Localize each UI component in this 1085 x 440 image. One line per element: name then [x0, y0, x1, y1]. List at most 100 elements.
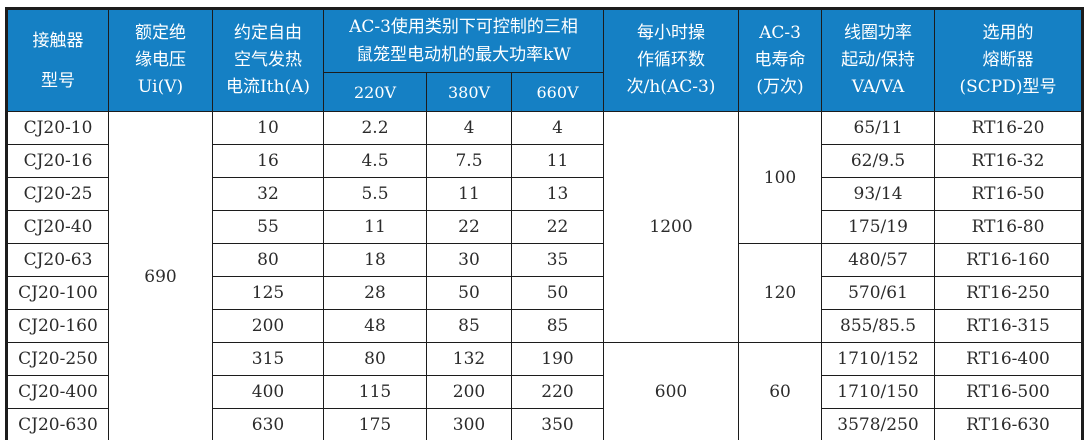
- cell-life-merged: 60: [738, 342, 823, 440]
- cell-life-merged: 120: [738, 243, 823, 343]
- cell-cycles-merged: 600: [603, 342, 740, 440]
- cell-coil-power: 480/57: [821, 243, 936, 277]
- cell-kw-660: 85: [510, 309, 605, 343]
- cell-kw-220: 5.5: [323, 177, 427, 211]
- cell-ith: 16: [212, 144, 324, 178]
- table-row: CJ20-100 125 28 50 50 570/61 RT16-250: [6, 276, 1084, 310]
- cell-kw-220: 28: [323, 276, 427, 310]
- cell-ith: 80: [212, 243, 324, 277]
- header-line: 作循环数: [637, 50, 706, 70]
- table-header: 接触器 型号 额定绝 缘电压 Ui(V) 约定自由 空气发热 电流Ith(A) …: [6, 8, 1084, 112]
- header-row-top: 接触器 型号 额定绝 缘电压 Ui(V) 约定自由 空气发热 电流Ith(A) …: [6, 8, 1084, 112]
- table-body: CJ20-10 690 10 2.2 4 4 1200 100 65/11 RT…: [6, 111, 1084, 440]
- cell-kw-220: 80: [323, 342, 427, 376]
- header-max-power-group: AC-3使用类别下可控制的三相 鼠笼型电动机的最大功率kW: [322, 8, 605, 73]
- cell-kw-660: 22: [510, 210, 605, 244]
- cell-kw-380: 50: [426, 276, 512, 310]
- cell-kw-220: 2.2: [323, 111, 427, 145]
- cell-coil-power: 1710/150: [821, 375, 936, 409]
- header-line: 起动/保持: [841, 50, 915, 70]
- cell-model: CJ20-400: [6, 375, 109, 409]
- header-voltage-660v: 660V: [510, 72, 605, 112]
- header-line: 约定自由: [234, 23, 302, 43]
- table-row: CJ20-16 16 4.5 7.5 11 62/9.5 RT16-32: [6, 144, 1084, 178]
- cell-fuse: RT16-400: [934, 342, 1084, 376]
- cell-kw-380: 132: [426, 342, 512, 376]
- cell-ith: 200: [212, 309, 324, 343]
- cell-coil-power: 62/9.5: [821, 144, 936, 178]
- cell-kw-660: 13: [510, 177, 605, 211]
- cell-fuse: RT16-50: [934, 177, 1084, 211]
- header-line: 鼠笼型电动机的最大功率kW: [356, 45, 571, 65]
- cell-ith: 32: [212, 177, 324, 211]
- table-row: CJ20-400 400 115 200 220 1710/150 RT16-5…: [6, 375, 1084, 409]
- cell-kw-380: 22: [426, 210, 512, 244]
- cell-fuse: RT16-630: [934, 408, 1084, 440]
- header-contactor-model: 接触器 型号: [6, 8, 109, 112]
- cell-ith: 315: [212, 342, 324, 376]
- cell-life-merged: 100: [738, 111, 823, 244]
- cell-model: CJ20-250: [6, 342, 109, 376]
- cell-coil-power: 3578/250: [821, 408, 936, 440]
- cell-coil-power: 1710/152: [821, 342, 936, 376]
- header-line: 额定绝: [135, 23, 186, 43]
- header-line: 熔断器: [982, 50, 1034, 70]
- header-line: 空气发热: [234, 50, 302, 70]
- cell-coil-power: 65/11: [821, 111, 936, 145]
- cell-kw-380: 85: [426, 309, 512, 343]
- table-row: CJ20-630 630 175 300 350 3578/250 RT16-6…: [6, 408, 1084, 440]
- header-coil-power: 线圈功率 起动/保持 VA/VA: [821, 8, 936, 112]
- cell-ith: 630: [212, 408, 324, 440]
- header-voltage-220v: 220V: [323, 72, 427, 112]
- cell-kw-380: 300: [426, 408, 512, 440]
- cell-kw-220: 11: [323, 210, 427, 244]
- header-line: 线圈功率: [844, 23, 913, 43]
- cell-kw-380: 7.5: [426, 144, 512, 178]
- cell-kw-220: 18: [323, 243, 427, 277]
- cell-ith: 55: [212, 210, 324, 244]
- cell-ui-voltage-merged: 690: [108, 111, 213, 440]
- cell-kw-380: 30: [426, 243, 512, 277]
- cell-kw-660: 350: [510, 408, 605, 440]
- cell-kw-380: 11: [426, 177, 512, 211]
- header-line: AC-3: [759, 23, 801, 43]
- cell-model: CJ20-630: [6, 408, 109, 440]
- cell-fuse: RT16-80: [934, 210, 1084, 244]
- cell-kw-660: 11: [510, 144, 605, 178]
- cell-kw-380: 200: [426, 375, 512, 409]
- table-row: CJ20-10 690 10 2.2 4 4 1200 100 65/11 RT…: [6, 111, 1084, 440]
- cell-kw-660: 50: [510, 276, 605, 310]
- header-line: 型号: [41, 70, 75, 91]
- cell-model: CJ20-40: [6, 210, 109, 244]
- header-line: 电流Ith(A): [225, 77, 311, 97]
- header-line: (万次): [756, 77, 804, 97]
- cell-model: CJ20-25: [6, 177, 109, 211]
- header-line: (SCPD)型号: [959, 77, 1057, 97]
- cell-kw-660: 220: [510, 375, 605, 409]
- cell-ith: 125: [212, 276, 324, 310]
- header-line: 缘电压: [135, 50, 186, 70]
- cell-fuse: RT16-315: [934, 309, 1084, 343]
- cell-model: CJ20-63: [6, 243, 109, 277]
- header-line: VA/VA: [851, 77, 905, 97]
- cell-coil-power: 855/85.5: [821, 309, 936, 343]
- cell-fuse: RT16-250: [934, 276, 1084, 310]
- cell-kw-660: 35: [510, 243, 605, 277]
- cell-kw-220: 175: [323, 408, 427, 440]
- cell-kw-220: 48: [323, 309, 427, 343]
- header-line: 每小时操: [637, 23, 706, 43]
- cell-coil-power: 93/14: [821, 177, 936, 211]
- header-line: Ui(V): [137, 77, 184, 97]
- header-operating-cycles: 每小时操 作循环数 次/h(AC-3): [603, 8, 740, 112]
- cell-model: CJ20-160: [6, 309, 109, 343]
- header-insulation-voltage: 额定绝 缘电压 Ui(V): [108, 8, 213, 112]
- cell-fuse: RT16-160: [934, 243, 1084, 277]
- header-line: AC-3使用类别下可控制的三相: [349, 17, 578, 37]
- contactor-spec-table: 接触器 型号 额定绝 缘电压 Ui(V) 约定自由 空气发热 电流Ith(A) …: [5, 7, 1085, 440]
- header-row-sub: 220V 380V 660V: [7, 72, 1083, 112]
- table-row: CJ20-160 200 48 85 85 855/85.5 RT16-315: [6, 309, 1084, 343]
- cell-coil-power: 570/61: [821, 276, 936, 310]
- cell-cycles-merged: 1200: [603, 111, 740, 343]
- cell-kw-660: 4: [510, 111, 605, 145]
